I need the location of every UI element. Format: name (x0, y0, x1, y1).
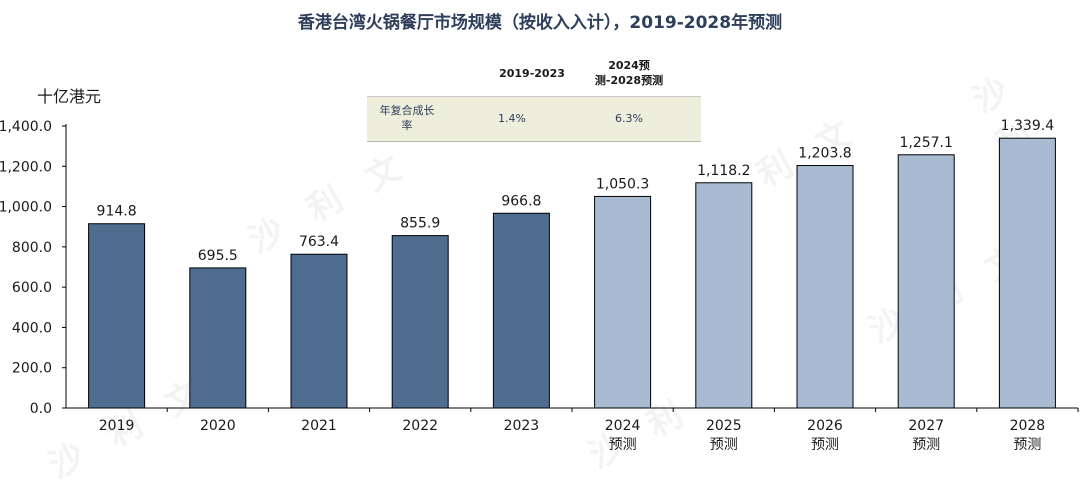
x-tick-forecast-label: 预测 (1013, 437, 1041, 453)
bar-2025 (695, 182, 753, 409)
bar-value-label: 1,257.1 (899, 135, 952, 151)
x-tick-label: 2023 (504, 418, 540, 434)
x-tick-label: 2022 (402, 418, 438, 434)
bar-value-label: 1,339.4 (1001, 118, 1055, 134)
cagr-header-period-2: 2024预测-2028预测 (594, 59, 664, 87)
bar-value-label: 914.8 (97, 204, 137, 220)
y-tick-label: 800.0 (12, 240, 52, 256)
y-tick-label: 1,400.0 (0, 119, 52, 135)
y-tick-label: 1,000.0 (0, 200, 52, 216)
bar-chart: 0.0 200.0 400.0 600.0 800.0 1,000.0 1,200.0 1,4… (0, 118, 1079, 453)
cagr-table-header: 2019-2023 2024预测-2028预测 (367, 52, 701, 97)
bar-value-label: 1,203.8 (798, 146, 851, 162)
bar-value-label: 966.8 (501, 193, 541, 209)
cagr-header-period-1: 2019-2023 (499, 67, 565, 80)
bar-2026 (796, 165, 854, 409)
bar-2021 (290, 253, 348, 409)
y-tick-label: 400.0 (12, 320, 52, 336)
y-tick-label: 200.0 (12, 361, 52, 377)
bar-value-label: 1,118.2 (697, 163, 750, 179)
cagr-value-period-1: 1.4% (498, 112, 526, 125)
bar-value-label: 855.9 (400, 216, 440, 232)
y-tick-label: 600.0 (12, 280, 52, 296)
chart-title: 香港台湾火锅餐厅市场规模（按收入入计），2019-2028年预测 (297, 13, 783, 33)
x-tick-label: 2026 (807, 418, 843, 434)
y-axis-unit-label: 十亿港元 (37, 87, 102, 106)
x-tick-label: 2024 (605, 418, 641, 434)
bar-2028 (998, 137, 1056, 409)
bar-2024 (594, 195, 652, 409)
x-tick-forecast-label: 预测 (710, 437, 738, 453)
x-tick-label: 2020 (200, 418, 236, 434)
x-tick-label: 2021 (301, 418, 337, 434)
bar-value-label: 695.5 (198, 248, 238, 264)
x-tick-label: 2028 (1010, 418, 1046, 434)
cagr-table-row: 年复合成长率 1.4% 6.3% (367, 97, 701, 142)
bar-2020 (189, 267, 247, 409)
cagr-value-period-2: 6.3% (615, 112, 643, 125)
cagr-table: 2019-2023 2024预测-2028预测 年复合成长率 1.4% 6.3% (367, 52, 701, 142)
y-tick-label: 0.0 (30, 401, 52, 417)
bar-2027 (897, 154, 955, 409)
x-tick-label: 2025 (706, 418, 742, 434)
bar-value-label: 1,050.3 (596, 176, 649, 192)
bar-2019 (88, 223, 146, 409)
bar-2023 (492, 212, 550, 409)
x-tick-label: 2019 (99, 418, 135, 434)
cagr-row-label: 年复合成长率 (379, 104, 435, 132)
y-tick-label: 1,200.0 (0, 159, 52, 175)
x-tick-forecast-label: 预测 (609, 437, 637, 453)
bar-2022 (391, 235, 449, 409)
x-tick-forecast-label: 预测 (912, 437, 940, 453)
x-tick-forecast-label: 预测 (811, 437, 839, 453)
x-tick-label: 2027 (908, 418, 944, 434)
bar-value-label: 763.4 (299, 234, 339, 250)
